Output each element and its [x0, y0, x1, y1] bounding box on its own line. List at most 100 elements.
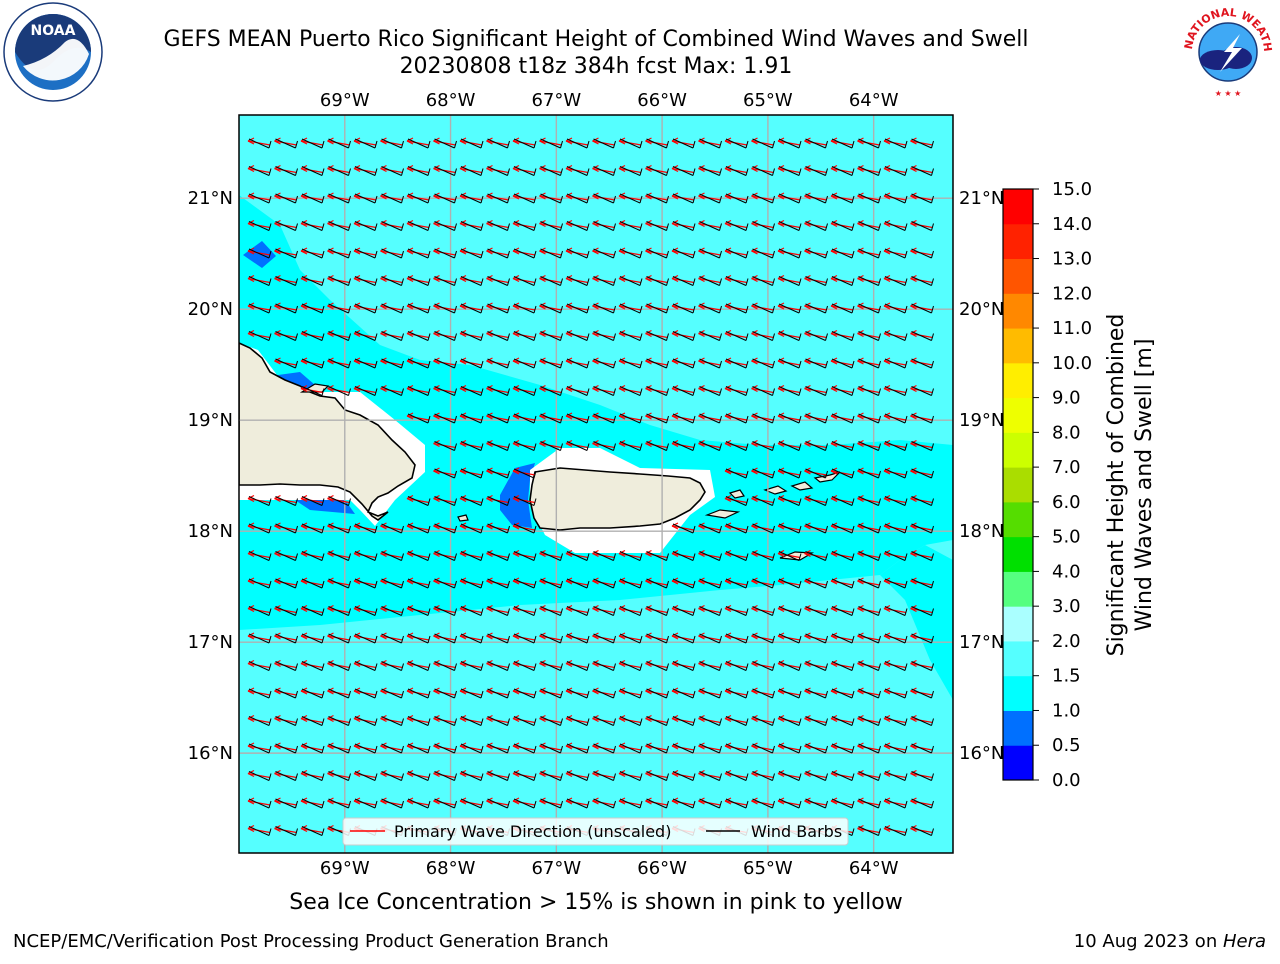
wind-barb-shaft	[778, 523, 800, 534]
wind-barb-flag	[666, 140, 669, 149]
wind-barb-shaft	[434, 688, 455, 699]
wind-barb-flag	[825, 168, 828, 176]
wind-barb-flag	[798, 333, 802, 341]
map-frame	[238, 114, 954, 854]
wind-barb-shaft	[487, 138, 508, 149]
wind-barb-shaft	[301, 688, 323, 699]
wind-barb-flag	[454, 140, 457, 149]
wind-barb-flag	[295, 690, 298, 699]
wind-barb-shaft	[275, 771, 296, 781]
wind-barb-flag	[560, 223, 563, 231]
wind-barb-flag	[745, 663, 749, 671]
wind-barb-shaft	[805, 166, 826, 176]
wind-barb-shaft	[460, 578, 482, 589]
wind-barb-shaft	[911, 688, 932, 699]
wind-barb-flag	[560, 195, 563, 204]
wind-barb-flag	[904, 635, 908, 644]
wind-barb-flag	[295, 663, 298, 671]
wind-barb-flag	[613, 388, 616, 396]
wind-barb-flag	[480, 415, 484, 424]
wind-barb-flag	[772, 553, 775, 561]
wind-barb-flag	[745, 140, 749, 149]
wind-barb-shaft	[646, 716, 667, 726]
wind-barb-flag	[931, 635, 934, 644]
wind-barb-shaft	[858, 743, 879, 754]
wind-barb-flag	[374, 168, 378, 176]
wind-barb-flag	[586, 773, 590, 781]
wind-barb-shaft	[434, 578, 455, 589]
wind-barb-flag	[719, 608, 722, 616]
wind-barb-shaft	[301, 496, 323, 506]
wind-barb-flag	[348, 635, 351, 644]
wind-barb-flag	[348, 388, 351, 396]
wind-barb-flag	[639, 635, 643, 644]
wind-barb-flag	[772, 360, 775, 369]
wind-barb-shaft	[566, 276, 588, 286]
wind-barb-shaft	[752, 606, 773, 616]
wind-barb-shaft	[328, 358, 349, 369]
wind-barb-shaft	[778, 551, 800, 561]
wind-barb-shaft	[381, 303, 402, 314]
wind-barb-shaft	[911, 166, 932, 176]
wind-barb-shaft	[248, 303, 270, 314]
wind-barb-shaft	[248, 193, 270, 204]
wind-barb-flag	[692, 250, 696, 259]
wind-barb-shaft	[540, 578, 561, 589]
wind-barb-flag	[692, 773, 696, 781]
wind-barb-shaft	[407, 276, 429, 286]
wind-barb-shaft	[487, 468, 508, 479]
wind-barb-flag	[798, 223, 802, 231]
wind-barb-flag	[480, 168, 484, 176]
wind-barb-shaft	[487, 606, 508, 616]
wind-barb-flag	[772, 140, 775, 149]
wind-barb-flag	[348, 718, 351, 726]
wind-barb-shaft	[805, 716, 826, 726]
wind-barb-shaft	[805, 496, 826, 506]
wind-barb-shaft	[513, 276, 535, 286]
wind-barb-flag	[374, 223, 378, 231]
wind-barb-flag	[772, 168, 775, 176]
wind-barb-flag	[719, 278, 722, 286]
wind-barb-shaft	[487, 221, 508, 231]
wind-barb-flag	[348, 580, 351, 589]
wind-barb-shaft	[513, 331, 535, 341]
wind-barb-flag	[719, 443, 722, 451]
wind-barb-shaft	[884, 743, 906, 754]
wind-barb-flag	[454, 498, 457, 506]
wind-barb-shaft	[248, 138, 270, 149]
wind-barb-shaft	[540, 441, 561, 451]
wind-barb-shaft	[301, 578, 323, 589]
wind-barb-flag	[560, 360, 563, 369]
wind-barb-flag	[480, 690, 484, 699]
wind-barb-flag	[904, 608, 908, 616]
wind-barb-shaft	[248, 166, 270, 176]
wind-barb-flag	[851, 718, 855, 726]
wind-barb-flag	[878, 305, 881, 314]
lon-tick-label-bottom: 65°W	[743, 858, 793, 879]
wind-barb-flag	[374, 305, 378, 314]
wind-barb-shaft	[752, 221, 773, 231]
wind-barb-shaft	[460, 138, 482, 149]
st-john-island	[790, 481, 814, 491]
colorbar-tick-label: 3.0	[1052, 596, 1081, 617]
lon-tick-label-top: 67°W	[531, 90, 581, 111]
wind-barb-flag	[745, 498, 749, 506]
wind-barb-flag	[586, 663, 590, 671]
wind-barb-shaft	[540, 606, 561, 616]
colorbar-tick-label: 5.0	[1052, 527, 1081, 548]
wind-barb-shaft	[619, 441, 641, 451]
wind-barb-flag	[268, 223, 272, 231]
colorbar-tick-label: 8.0	[1052, 422, 1081, 443]
wind-barb-shaft	[540, 276, 561, 286]
wind-barb-flag	[878, 195, 881, 204]
wind-barb-shaft	[911, 661, 932, 671]
wind-barb-shaft	[301, 716, 323, 726]
wind-barb-shaft	[434, 138, 455, 149]
wind-barb-flag	[878, 250, 881, 259]
wind-barb-shaft	[301, 743, 323, 754]
wind-barb-flag	[666, 305, 669, 314]
wind-barb-shaft	[725, 771, 747, 781]
wind-barb-shaft	[487, 276, 508, 286]
wind-barb-shaft	[593, 688, 614, 699]
wind-barb-shaft	[805, 661, 826, 671]
